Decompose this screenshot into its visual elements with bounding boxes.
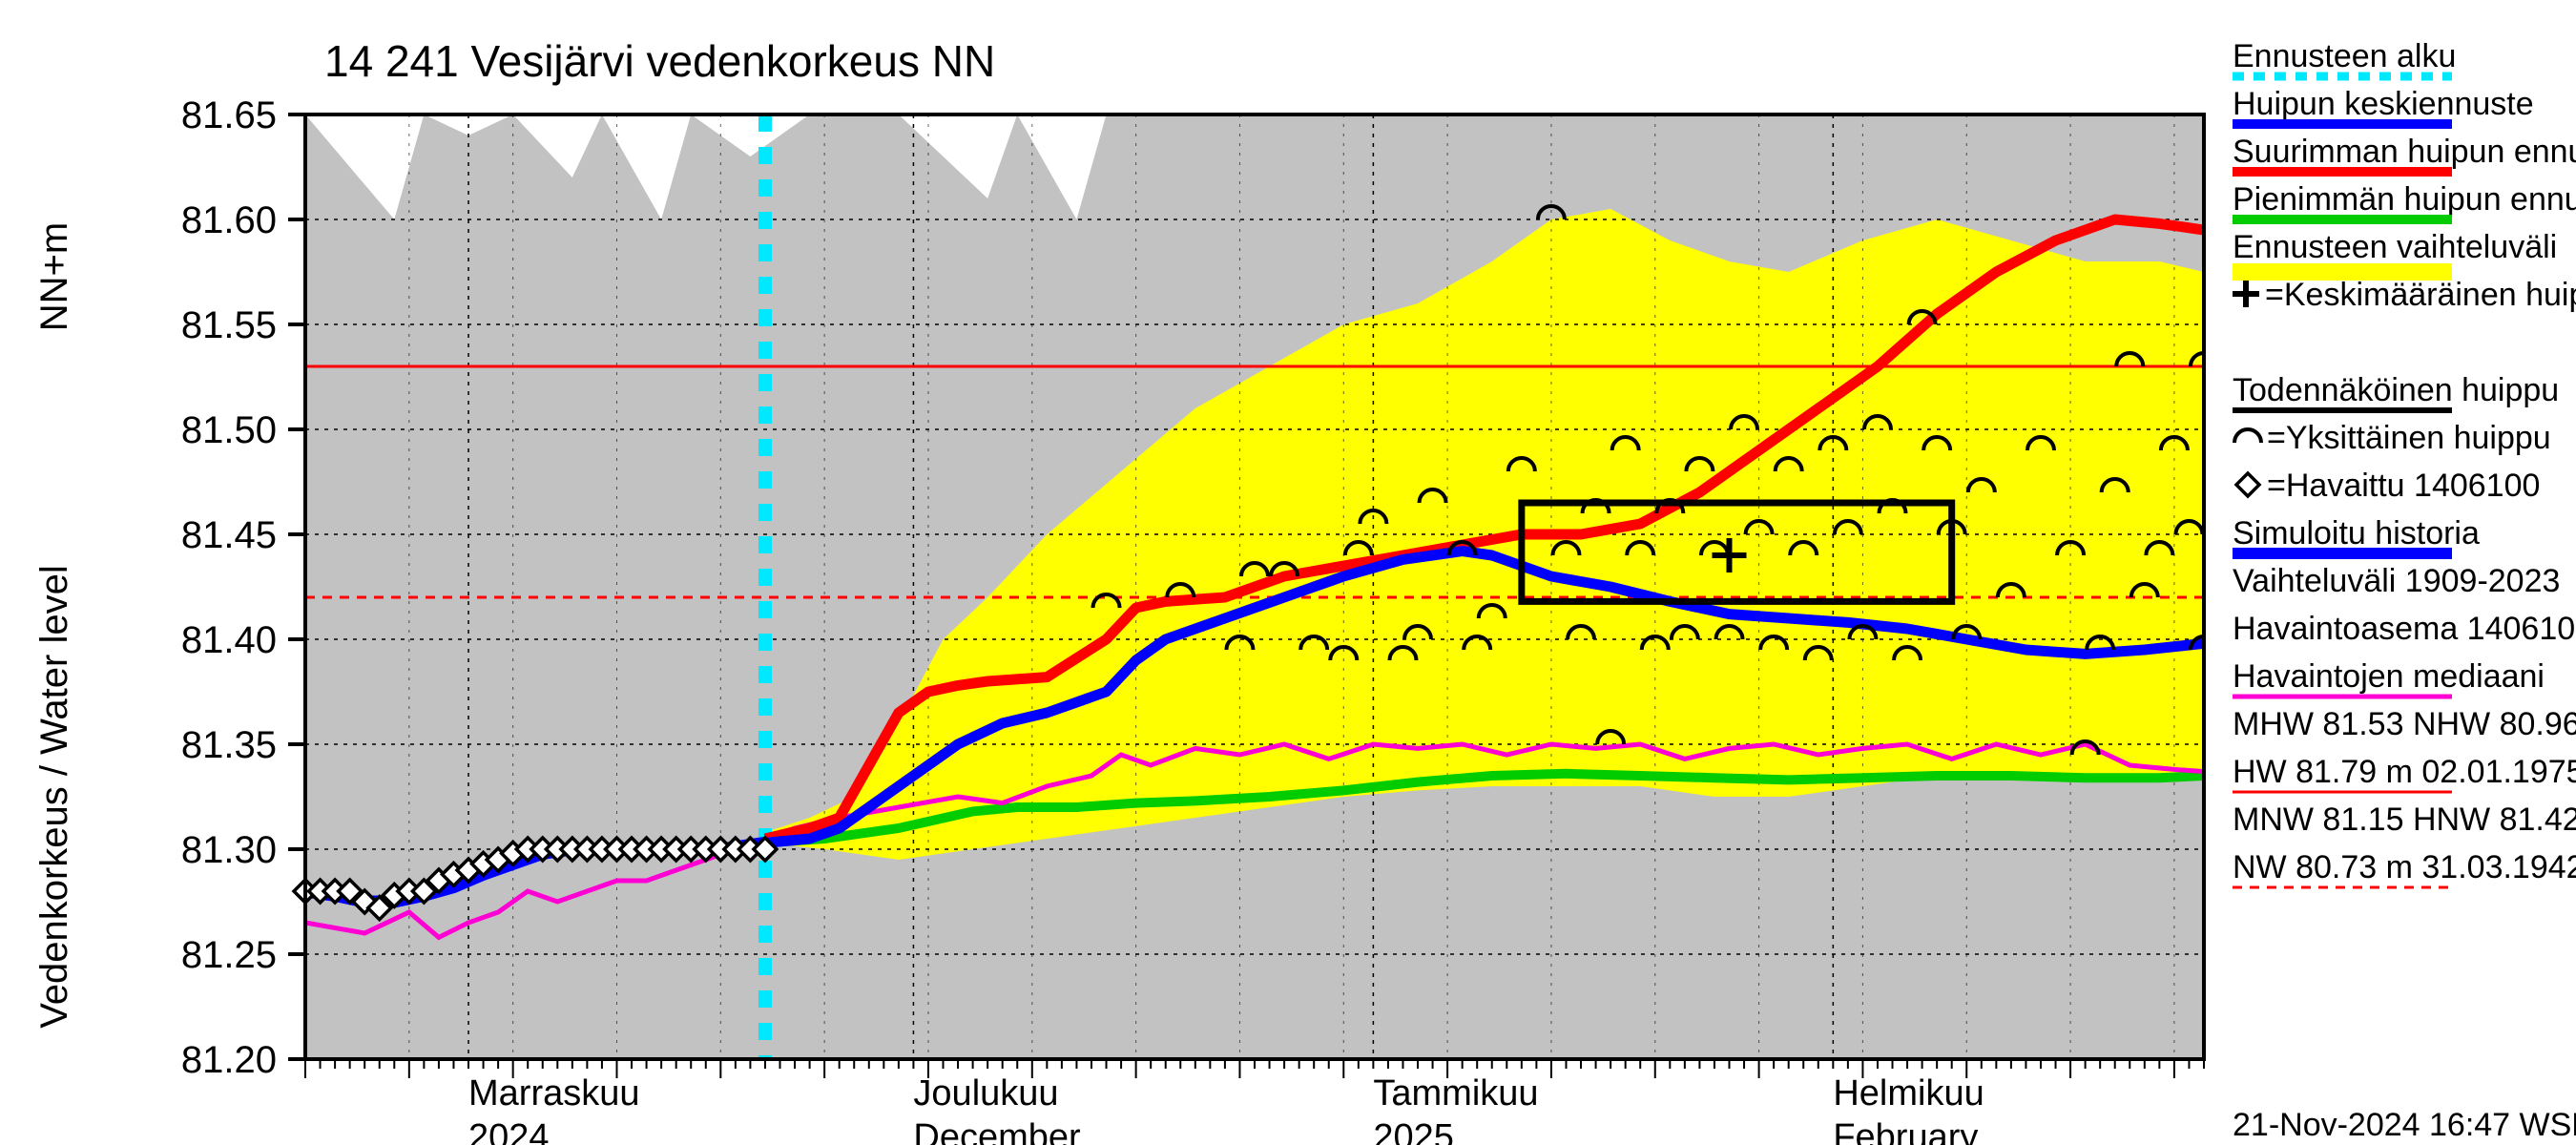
legend-swatch-arc <box>2234 429 2261 443</box>
x-month-sublabel: 2024 <box>468 1117 550 1145</box>
legend-label: Vaihteluväli 1909-2023 <box>2233 563 2560 599</box>
x-month-label: Marraskuu <box>468 1073 640 1114</box>
chart-figure: 81.20 81.25 81.30 81.35 81.40 81.45 81.50 81.55… <box>0 0 2576 1145</box>
y-axis-label-upper: NN+m <box>33 222 75 331</box>
y-tick-label: 81.55 <box>181 304 277 346</box>
legend-label: Pienimmän huipun ennuste <box>2233 181 2576 218</box>
y-tick-label: 81.65 <box>181 94 277 136</box>
legend-label: Ennusteen alku <box>2233 38 2456 74</box>
legend-label: HW 81.79 m 02.01.1975 <box>2233 754 2576 790</box>
legend-label: Ennusteen vaihteluväli <box>2233 229 2557 265</box>
legend-swatch-diamond <box>2236 473 2259 496</box>
y-tick-label: 81.60 <box>181 199 277 241</box>
x-month-label: Helmikuu <box>1833 1073 1984 1114</box>
legend-label: Huipun keskiennuste <box>2233 86 2534 122</box>
legend-label: Suurimman huipun ennuste <box>2233 134 2576 170</box>
x-month-label: Joulukuu <box>913 1073 1058 1114</box>
legend-label: Havaintojen mediaani <box>2233 658 2545 695</box>
y-tick-label: 81.25 <box>181 934 277 976</box>
y-tick-label: 81.50 <box>181 409 277 451</box>
y-tick-label: 81.45 <box>181 514 277 556</box>
legend-label: NW 80.73 m 31.03.1942 <box>2233 849 2576 885</box>
legend-label: =Havaittu 1406100 <box>2267 468 2540 504</box>
legend-label: Simuloitu historia <box>2233 515 2480 552</box>
x-month-sublabel: December <box>913 1117 1081 1145</box>
legend-label: MHW 81.53 NHW 80.96 <box>2233 706 2576 742</box>
y-axis-label-lower: Vedenkorkeus / Water level <box>33 565 75 1028</box>
x-month-sublabel: 2025 <box>1373 1117 1454 1145</box>
y-tick-label: 81.35 <box>181 724 277 766</box>
x-month-label: Tammikuu <box>1373 1073 1538 1114</box>
y-tick-label: 81.20 <box>181 1039 277 1081</box>
y-tick-label: 81.30 <box>181 829 277 871</box>
footer-timestamp: 21-Nov-2024 16:47 WSFS-O <box>2233 1107 2576 1143</box>
legend-label: =Keskimääräinen huippu <box>2265 277 2576 313</box>
chart-svg: 81.20 81.25 81.30 81.35 81.40 81.45 81.50 81.55… <box>0 0 2576 1145</box>
legend-label: Havaintoasema 1406100 <box>2233 611 2576 647</box>
legend-label: Todennäköinen huippu <box>2233 372 2559 408</box>
legend-label: =Yksittäinen huippu <box>2267 420 2551 456</box>
legend-label: MNW 81.15 HNW 81.42 <box>2233 802 2576 838</box>
chart-title: 14 241 Vesijärvi vedenkorkeus NN <box>324 36 995 86</box>
x-month-sublabel: February <box>1833 1117 1978 1145</box>
y-tick-label: 81.40 <box>181 619 277 661</box>
legend: Ennusteen alku Huipun keskiennuste Suurimm… <box>2233 38 2576 887</box>
